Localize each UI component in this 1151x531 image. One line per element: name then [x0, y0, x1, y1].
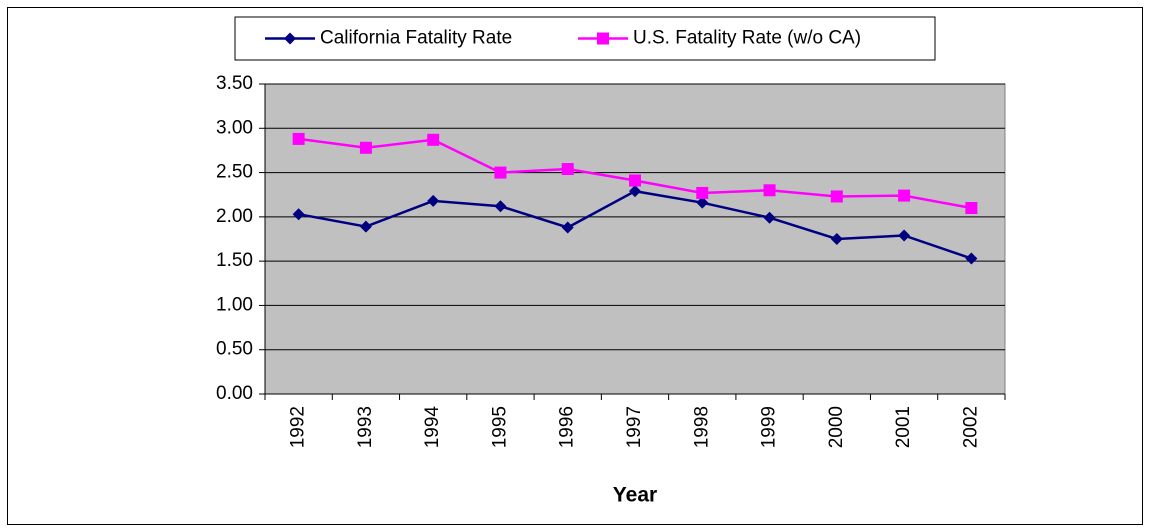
y-tick-label: 3.50	[216, 73, 253, 94]
x-tick-label: 1996	[557, 406, 578, 448]
x-tick-label: 1994	[422, 406, 443, 449]
marker	[494, 200, 507, 213]
marker	[494, 166, 507, 179]
legend-label: U.S. Fatality Rate (w/o CA)	[633, 28, 861, 49]
marker	[359, 220, 372, 233]
x-tick-label: 2002	[960, 406, 981, 448]
x-axis-title: Year	[613, 484, 657, 507]
marker	[597, 32, 609, 45]
marker	[292, 208, 305, 221]
marker	[284, 32, 296, 45]
y-tick-label: 0.50	[216, 339, 253, 360]
marker	[561, 221, 574, 234]
legend: California Fatality Rate U.S. Fatality Ra…	[234, 16, 936, 61]
marker	[696, 186, 709, 199]
y-tick-label: 1.50	[216, 250, 253, 271]
marker	[629, 174, 641, 187]
y-tick-label: 2.00	[216, 206, 253, 227]
y-tick-label: 0.00	[216, 383, 253, 404]
marker	[359, 141, 372, 154]
marker	[898, 229, 911, 242]
marker	[292, 132, 305, 145]
plot-area	[264, 83, 1006, 395]
x-tick-label: 1992	[288, 406, 309, 448]
x-tick-label: 1997	[624, 406, 645, 448]
x-tick-label: 1998	[691, 406, 712, 448]
marker	[427, 133, 440, 146]
marker	[427, 194, 440, 207]
x-tick-label: 1995	[489, 406, 510, 448]
marker	[696, 196, 709, 209]
marker	[763, 184, 776, 197]
marker	[629, 185, 641, 198]
marker	[965, 202, 978, 214]
marker	[763, 211, 776, 224]
y-tick-label: 3.00	[216, 117, 253, 138]
x-tick-label: 1999	[759, 406, 780, 448]
x-tick-label: 2001	[893, 406, 914, 448]
y-tick-label: 1.00	[216, 294, 253, 315]
y-tick-label: 2.50	[216, 162, 253, 183]
legend-label: California Fatality Rate	[320, 28, 512, 49]
marker	[830, 190, 843, 203]
marker	[830, 233, 843, 245]
marker	[561, 163, 574, 176]
x-tick-label: 1993	[355, 406, 376, 448]
marker	[898, 189, 911, 202]
marker	[965, 252, 978, 265]
x-tick-label: 2000	[826, 406, 847, 448]
